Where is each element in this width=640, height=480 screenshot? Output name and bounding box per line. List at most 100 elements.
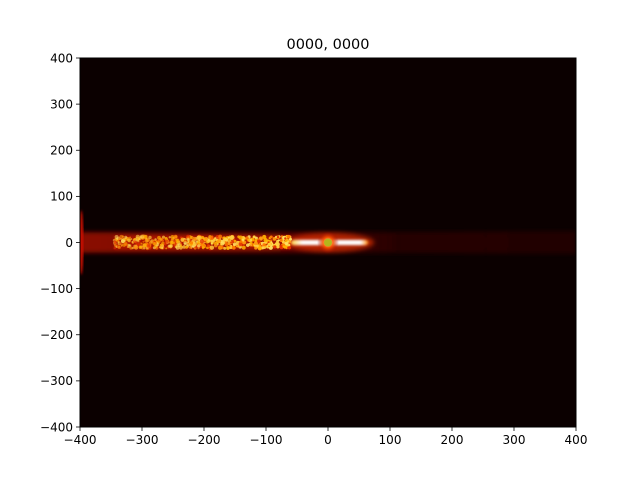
speckle: [168, 236, 171, 239]
speckle: [169, 244, 173, 248]
speckle: [224, 242, 229, 247]
speckle: [267, 241, 270, 244]
speckle: [275, 242, 280, 247]
x-tick-label: 400: [565, 433, 588, 447]
speckle: [231, 245, 236, 250]
speckle: [131, 241, 134, 244]
speckle: [129, 236, 132, 239]
speckle: [175, 239, 180, 244]
x-tick-label: 200: [441, 433, 464, 447]
speckle: [123, 241, 128, 246]
speckle: [124, 235, 128, 239]
x-tick-label: 100: [379, 433, 402, 447]
speckle: [140, 234, 145, 239]
speckle: [133, 237, 136, 241]
speckle: [206, 243, 210, 248]
y-tick-label: −400: [40, 420, 73, 434]
y-tick-label: −300: [40, 374, 73, 388]
y-axis: −400 −300 −200 −100 0 100 200 300 400: [40, 51, 80, 434]
left-edge-flare: [80, 210, 84, 275]
speckle: [159, 238, 163, 241]
speckle: [159, 243, 162, 247]
speckle: [226, 246, 230, 251]
speckle: [199, 239, 205, 244]
speckle: [113, 240, 117, 244]
speckle: [238, 242, 243, 247]
speckle: [134, 240, 138, 244]
speckle: [276, 235, 280, 239]
x-tick-label: −400: [64, 433, 97, 447]
y-tick-label: 300: [50, 97, 73, 111]
speckle: [282, 245, 285, 248]
speckle: [120, 243, 123, 246]
speckle: [146, 244, 151, 248]
speckle: [253, 241, 258, 246]
speckle: [192, 236, 197, 241]
speckle: [287, 245, 292, 250]
speckle-layer: [112, 234, 292, 251]
speckle: [223, 246, 227, 250]
speckle: [174, 235, 178, 239]
speckle: [186, 238, 190, 241]
speckle: [129, 246, 133, 250]
speckle: [142, 240, 145, 243]
speckle: [114, 242, 117, 245]
speckle: [144, 238, 149, 243]
speckle: [169, 240, 174, 245]
y-tick-label: 400: [50, 51, 73, 65]
speckle: [142, 243, 147, 248]
speckle: [194, 246, 197, 249]
speckle: [116, 237, 119, 241]
speckle: [286, 234, 291, 239]
speckle: [256, 239, 261, 244]
speckle: [270, 241, 273, 244]
speckle: [180, 243, 183, 246]
speckle: [185, 240, 188, 243]
speckle: [189, 241, 194, 245]
speckle: [201, 235, 205, 239]
speckle: [282, 240, 285, 244]
speckle: [209, 236, 214, 240]
speckle: [197, 241, 201, 245]
speckle: [257, 246, 262, 251]
speckle: [245, 243, 250, 247]
speckle: [273, 245, 277, 249]
speckle: [287, 243, 291, 247]
speckle: [233, 239, 237, 243]
speckle: [249, 244, 251, 247]
y-tick-label: 200: [50, 144, 73, 158]
speckle: [199, 245, 203, 249]
center-marker: [324, 238, 332, 247]
speckle: [138, 237, 141, 241]
speckle: [210, 242, 213, 245]
speckle: [247, 238, 250, 242]
speckle: [133, 245, 138, 250]
speckle: [179, 244, 183, 248]
x-tick-label: −200: [188, 433, 221, 447]
x-tick-label: −300: [126, 433, 159, 447]
speckle: [241, 238, 245, 242]
speckle: [249, 241, 253, 245]
speckle: [258, 236, 264, 241]
speckle: [218, 234, 223, 239]
speckle: [203, 238, 206, 241]
speckle: [239, 240, 243, 244]
speckle: [185, 245, 189, 249]
speckle: [154, 239, 157, 242]
speckle: [131, 246, 134, 250]
speckle: [281, 243, 285, 247]
speckle: [254, 246, 258, 250]
speckle: [227, 242, 230, 245]
speckle: [119, 234, 124, 240]
speckle: [182, 245, 186, 249]
speckle: [284, 239, 287, 242]
speckle: [217, 239, 222, 244]
speckle: [242, 244, 245, 247]
y-tick-label: 0: [65, 236, 73, 250]
speckle: [117, 245, 121, 249]
speckle: [279, 238, 283, 242]
speckle: [289, 237, 292, 241]
chart-title: 0000, 0000: [286, 37, 369, 53]
x-axis: −400 −300 −200 −100 0 100 200 300 400: [64, 427, 588, 447]
speckle: [164, 239, 169, 244]
